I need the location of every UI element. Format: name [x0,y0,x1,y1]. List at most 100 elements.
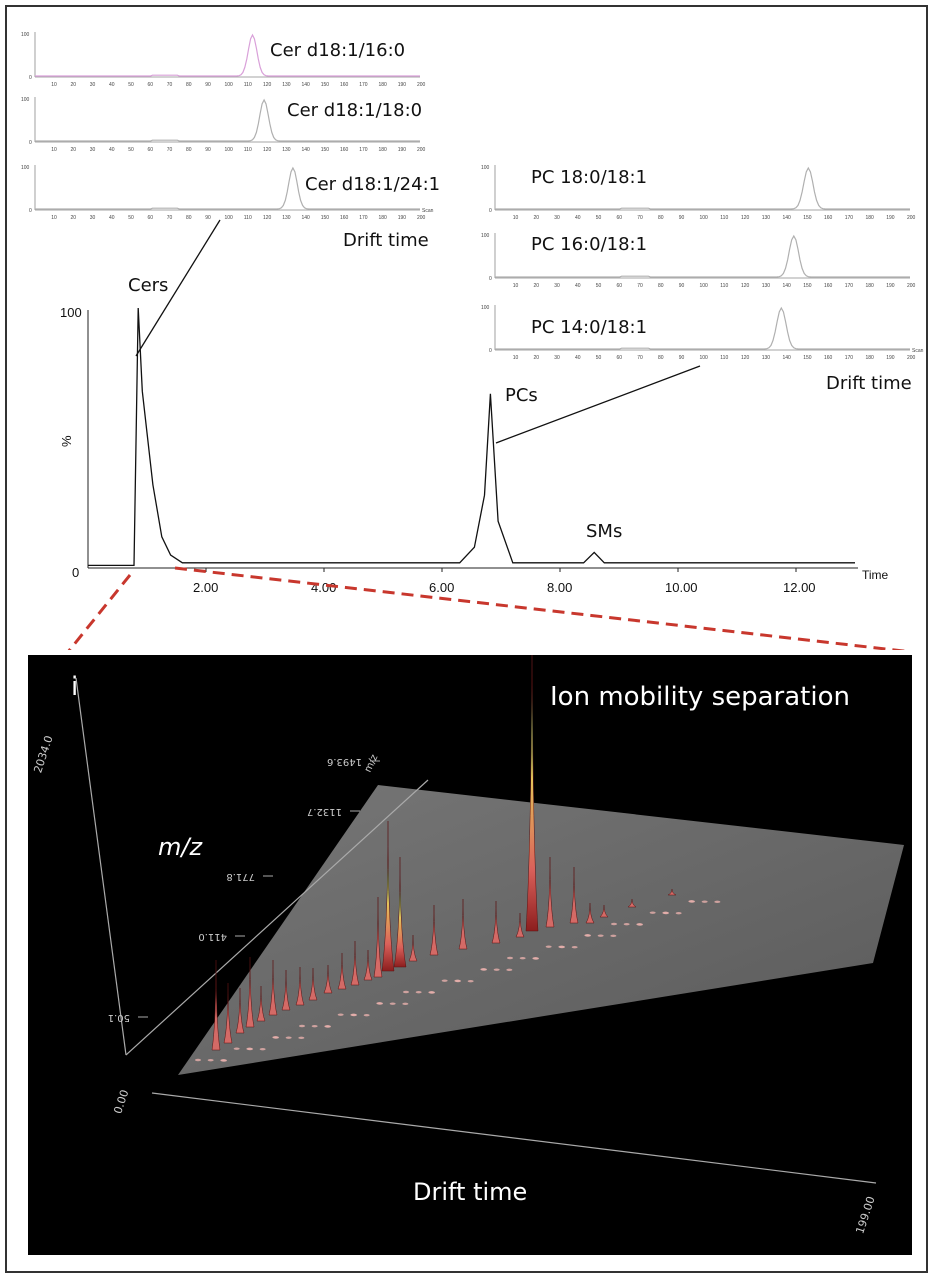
inset-y-tick-bottom: 0 [29,140,32,146]
inset-x-tick: 200 [907,215,916,221]
x-tick-label: 4.00 [311,580,336,595]
inset-x-tick: 20 [534,355,540,361]
surface-dot [506,968,513,972]
inset-x-tick: 30 [90,215,96,221]
inset-x-tick: 170 [845,215,854,221]
surface-dot [325,1025,331,1028]
inset-x-tick: 100 [700,215,709,221]
inset-x-tick: 90 [679,215,685,221]
mz-axis [125,779,429,1056]
cers-leader-line [135,219,221,357]
inset-x-tick: 140 [302,215,311,221]
inset-x-tick: 10 [513,215,519,221]
surface-peak [308,967,318,1001]
surface-dot [233,1047,240,1050]
inset-x-tick: 110 [244,147,252,153]
inset-trace-label: PC 14:0/18:1 [531,317,647,338]
inset-x-tick: 130 [762,215,771,221]
surface-dot [675,911,682,915]
inset-x-tick: 190 [886,355,895,361]
inset-x-tick: 40 [575,283,581,289]
surface-peak [627,898,637,908]
inset-x-tick: 40 [575,215,581,221]
inset-y-tick-top: 100 [21,97,30,103]
surface-peak [350,940,360,986]
surface-peak [223,982,233,1044]
inset-x-tick: 160 [340,147,349,153]
inset-trace-label: Cer d18:1/24:1 [305,174,440,195]
surface-dot [493,968,500,971]
inset-x-tick: 30 [554,215,560,221]
inset-y-tick-bottom: 0 [29,75,32,81]
surface-peak [337,952,347,990]
surface-dot [377,1002,383,1005]
inset-cer-insets-0: 100 0 10 20 30 40 50 60 70 80 90 100 110 120 130 140 150… [21,32,426,88]
inset-x-tick: 20 [71,82,77,88]
surface-peak [245,956,255,1028]
surface-peak [599,904,609,918]
inset-y-tick-top: 100 [481,305,490,311]
inset-x-tick: 190 [886,283,895,289]
surface-peak [515,912,525,938]
inset-x-tick: 70 [167,147,173,153]
inset-x-tick: 190 [398,147,407,153]
surface-dot [663,911,669,915]
inset-x-tick: 50 [596,355,602,361]
inset-x-tick: 150 [321,82,330,88]
inset-x-tick: 80 [658,355,664,361]
inset-x-tick: 50 [128,147,134,153]
inset-x-tick: 20 [71,215,77,221]
ion-mobility-surface: i 2034.0 m/z m/z 50.1 411.0 771.8 1132.7 149… [31,655,904,1236]
inset-x-tick: 140 [783,355,792,361]
inset-x-tick: 10 [51,215,57,221]
inset-x-tick: 50 [128,215,134,221]
inset-cer-insets-2: 100 0 10 20 30 40 50 60 70 80 90 100 110 120 130 140 150… [21,165,440,221]
inset-x-unit: Scan [912,348,924,354]
surface-dot [455,979,461,983]
inset-x-tick: 40 [575,355,581,361]
surface-dot [311,1024,318,1028]
inset-x-tick: 150 [803,215,812,221]
surface-dot [207,1058,214,1062]
chromatogram-x-ticks: 2.00 4.00 6.00 8.00 10.00 12.00 [193,568,816,595]
surface-dot [585,934,591,937]
inset-x-tick: 40 [109,147,115,153]
surface-dot [299,1024,305,1028]
inset-x-tick: 170 [359,82,368,88]
surface-peak [235,987,245,1034]
inset-x-tick: 170 [845,355,854,361]
inset-x-tick: 160 [340,215,349,221]
surface-dot [389,1002,396,1005]
x-tick-label: 10.00 [665,580,698,595]
drift-tick-start: 0.00 [111,1088,131,1115]
cers-annotation: Cers [128,275,168,296]
inset-pc-insets-1: 100 0 10 20 30 40 50 60 70 80 90 100 110 120 130 140 150… [481,233,916,289]
figure-frame [5,5,928,1273]
inset-x-tick: 140 [302,147,311,153]
inset-x-tick: 130 [762,355,771,361]
inset-x-tick: 140 [302,82,311,88]
inset-x-tick: 50 [128,82,134,88]
surface-dot [351,1013,357,1017]
inset-x-tick: 30 [90,147,96,153]
inset-x-tick: 160 [824,283,833,289]
mz-axis-title-small: m/z [363,753,381,774]
inset-x-tick: 150 [321,147,330,153]
inset-x-tick: 70 [637,283,643,289]
sms-annotation: SMs [586,521,622,542]
inset-x-tick: 40 [109,82,115,88]
inset-x-tick: 170 [359,147,368,153]
inset-pc-insets-0: 100 0 10 20 30 40 50 60 70 80 90 100 110 120 130 140 150… [481,165,916,221]
surface-dot [689,900,695,903]
inset-x-tick: 180 [379,147,388,153]
y-axis-label: % [59,435,74,447]
surface-peak [408,934,418,962]
surface-dot [429,991,435,994]
drift-tick-end: 199.00 [853,1195,877,1236]
inset-x-tick: 130 [282,82,291,88]
inset-x-tick: 10 [51,147,57,153]
surface-dot [402,1002,409,1006]
y-tick-100: 100 [60,305,82,320]
inset-x-tick: 80 [186,147,192,153]
inset-x-tick: 100 [225,82,234,88]
